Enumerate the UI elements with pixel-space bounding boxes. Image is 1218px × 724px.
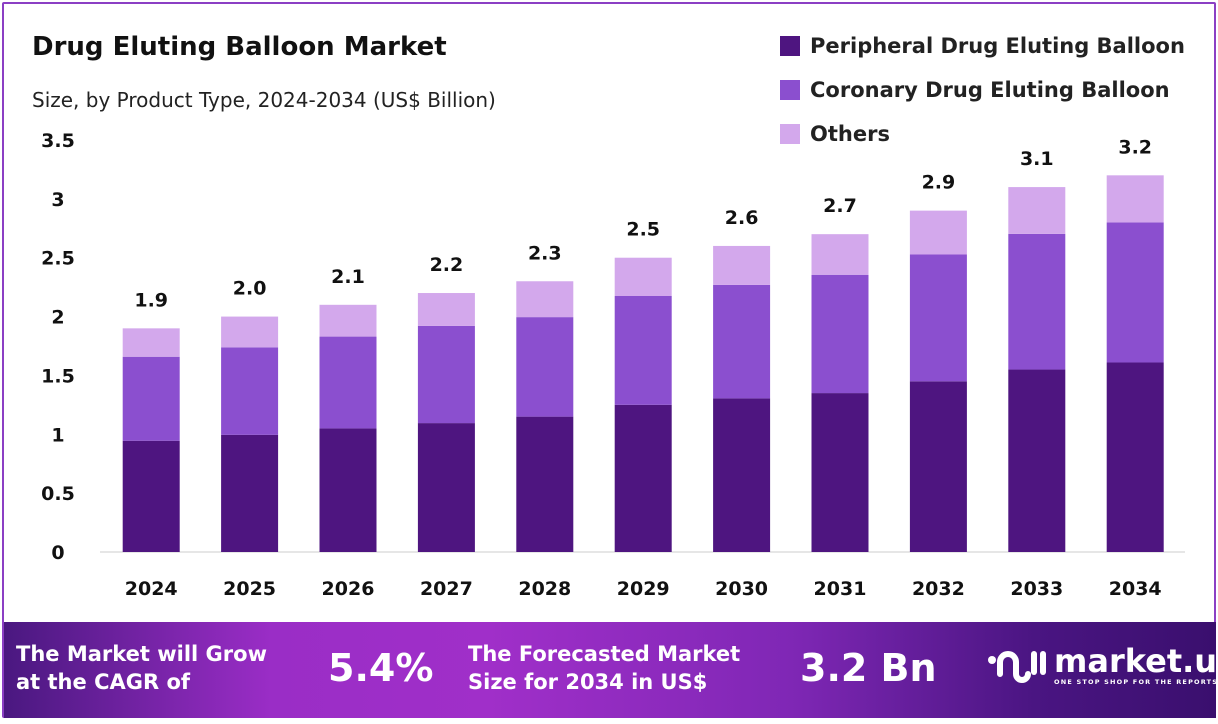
- logo-name: market.us: [1054, 642, 1218, 680]
- bar-segment-peripheral: [516, 416, 574, 552]
- bar-chart: 0 0.5 1 1.5 2 2.5 3 3.5 1.9 2024 2.0 2025 2.1 2026 2.2…: [41, 130, 1185, 600]
- forecast-label: The Forecasted Market Size for 2034 in US…: [468, 640, 740, 696]
- chart-subtitle: Size, by Product Type, 2024-2034 (US$ Bi…: [32, 88, 496, 112]
- legend-label: Coronary Drug Eluting Balloon: [810, 78, 1170, 102]
- x-tick-label: 2033: [1010, 578, 1063, 600]
- x-tick-label: 2029: [617, 578, 670, 600]
- total-label: 2.1: [331, 266, 365, 288]
- logo-tagline: ONE STOP SHOP FOR THE REPORTS: [1054, 678, 1218, 686]
- x-tick-label: 2034: [1109, 578, 1162, 600]
- y-tick-label: 2: [51, 307, 64, 329]
- bar-segment-coronary: [122, 356, 180, 441]
- legend-swatch: [780, 124, 800, 144]
- total-label: 3.2: [1118, 136, 1152, 158]
- x-tick-label: 2027: [420, 578, 473, 600]
- legend-label: Others: [810, 122, 890, 146]
- bar-segment-coronary: [516, 317, 574, 417]
- bar-segment-coronary: [909, 254, 967, 382]
- total-label: 2.3: [528, 242, 562, 264]
- summary-banner: The Market will Grow at the CAGR of 5.4% …: [4, 622, 1218, 718]
- legend-swatch: [780, 80, 800, 100]
- bar-segment-coronary: [221, 347, 279, 435]
- total-label: 2.0: [233, 278, 267, 300]
- legend-label: Peripheral Drug Eluting Balloon: [810, 34, 1185, 58]
- bar-segment-others: [713, 245, 771, 285]
- x-tick-label: 2026: [322, 578, 375, 600]
- bar-segment-peripheral: [1106, 362, 1164, 552]
- bar-segment-coronary: [417, 325, 475, 424]
- market-us-logo: market.us ONE STOP SHOP FOR THE REPORTS: [986, 640, 1218, 690]
- y-tick-label: 0.5: [41, 483, 75, 505]
- legend-item-others: Others: [780, 112, 1185, 156]
- x-tick-label: 2031: [814, 578, 867, 600]
- bar-segment-others: [811, 234, 869, 275]
- bar-segment-others: [909, 210, 967, 255]
- total-label: 2.2: [430, 254, 464, 276]
- y-tick-label: 1: [51, 424, 64, 446]
- bar-segment-peripheral: [122, 440, 180, 552]
- total-label: 2.5: [626, 219, 660, 241]
- bar-segment-peripheral: [614, 404, 672, 552]
- bar-segment-others: [1008, 187, 1066, 234]
- x-tick-label: 2032: [912, 578, 965, 600]
- forecast-label-line: Size for 2034 in US$: [468, 670, 708, 694]
- bar-segment-coronary: [319, 336, 377, 429]
- bar-segment-others: [221, 316, 279, 348]
- forecast-value: 3.2 Bn: [800, 646, 937, 690]
- y-tick-label: 3: [51, 189, 64, 211]
- bar-segment-coronary: [1008, 233, 1066, 370]
- bar-segment-peripheral: [1008, 369, 1066, 552]
- legend-item-coronary: Coronary Drug Eluting Balloon: [780, 68, 1185, 112]
- logo-icon: [988, 651, 1046, 683]
- x-tick-label: 2028: [518, 578, 571, 600]
- total-label: 3.1: [1020, 148, 1054, 170]
- legend: Peripheral Drug Eluting Balloon Coronary…: [780, 24, 1185, 156]
- bar-segment-peripheral: [319, 428, 377, 552]
- bar-segment-others: [1106, 175, 1164, 223]
- bar-segment-peripheral: [713, 398, 771, 552]
- bar-segment-others: [417, 293, 475, 326]
- bar-segment-coronary: [811, 274, 869, 394]
- y-tick-label: 0: [51, 542, 64, 564]
- total-label: 2.7: [823, 195, 857, 217]
- bar-segment-others: [122, 328, 180, 357]
- total-label: 2.9: [922, 172, 956, 194]
- x-tick-label: 2030: [715, 578, 768, 600]
- bar-segment-peripheral: [221, 434, 279, 552]
- bar-segment-coronary: [713, 284, 771, 399]
- bar-segment-others: [319, 304, 377, 337]
- cagr-value: 5.4%: [328, 646, 434, 690]
- legend-swatch: [780, 36, 800, 56]
- cagr-label-line: The Market will Grow: [16, 642, 267, 666]
- y-tick-label: 1.5: [41, 365, 75, 387]
- forecast-label-line: The Forecasted Market: [468, 642, 741, 666]
- y-tick-label: 3.5: [41, 130, 75, 152]
- total-label: 2.6: [725, 207, 759, 229]
- bar-segment-peripheral: [909, 381, 967, 552]
- bar-segment-peripheral: [811, 393, 869, 552]
- bar-segment-others: [614, 257, 672, 296]
- bar-segment-peripheral: [417, 423, 475, 552]
- x-tick-label: 2025: [223, 578, 276, 600]
- legend-item-peripheral: Peripheral Drug Eluting Balloon: [780, 24, 1185, 68]
- bar-segment-coronary: [614, 295, 672, 405]
- total-label: 1.9: [134, 289, 168, 311]
- cagr-label: The Market will Grow at the CAGR of: [16, 640, 267, 696]
- y-tick-label: 2.5: [41, 248, 75, 270]
- x-tick-label: 2024: [125, 578, 178, 600]
- cagr-label-line: at the CAGR of: [16, 670, 191, 694]
- bar-segment-coronary: [1106, 222, 1164, 363]
- bar-segment-others: [516, 281, 574, 318]
- chart-title: Drug Eluting Balloon Market: [32, 32, 447, 62]
